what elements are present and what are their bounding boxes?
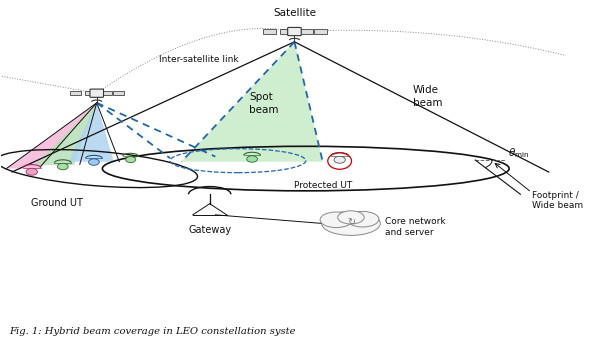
Text: Footprint /
Wide beam: Footprint / Wide beam [532, 191, 583, 210]
FancyBboxPatch shape [90, 89, 103, 97]
Polygon shape [182, 42, 323, 162]
Ellipse shape [337, 211, 364, 224]
FancyBboxPatch shape [113, 91, 124, 95]
Text: Core network
and server: Core network and server [385, 217, 445, 237]
Text: Wide
beam: Wide beam [413, 85, 442, 108]
Circle shape [88, 159, 99, 165]
Polygon shape [35, 103, 97, 165]
Ellipse shape [346, 212, 379, 227]
Circle shape [57, 163, 68, 170]
Text: Ground UT: Ground UT [31, 198, 83, 208]
Text: Fig. 1: Hybrid beam coverage in LEO constellation syste: Fig. 1: Hybrid beam coverage in LEO cons… [9, 327, 296, 336]
Circle shape [126, 157, 136, 163]
Circle shape [26, 168, 37, 175]
FancyBboxPatch shape [300, 30, 313, 34]
Ellipse shape [320, 212, 352, 228]
Circle shape [334, 156, 345, 163]
Text: Gateway: Gateway [188, 225, 231, 235]
FancyBboxPatch shape [314, 30, 327, 34]
Text: Protected UT: Protected UT [294, 181, 352, 190]
Circle shape [247, 156, 257, 162]
Text: $\theta_{\mathrm{min}}$: $\theta_{\mathrm{min}}$ [508, 146, 529, 160]
FancyBboxPatch shape [263, 30, 276, 34]
FancyBboxPatch shape [70, 91, 81, 95]
FancyBboxPatch shape [85, 91, 96, 95]
FancyBboxPatch shape [280, 30, 293, 34]
FancyBboxPatch shape [101, 91, 112, 95]
Text: Spot
beam: Spot beam [249, 92, 278, 115]
Ellipse shape [322, 212, 381, 235]
Polygon shape [68, 103, 114, 162]
Polygon shape [6, 103, 97, 169]
Text: ↻: ↻ [347, 217, 355, 227]
Text: Satellite: Satellite [273, 8, 316, 18]
Text: Inter-satellite link: Inter-satellite link [159, 55, 238, 64]
FancyBboxPatch shape [288, 28, 301, 36]
